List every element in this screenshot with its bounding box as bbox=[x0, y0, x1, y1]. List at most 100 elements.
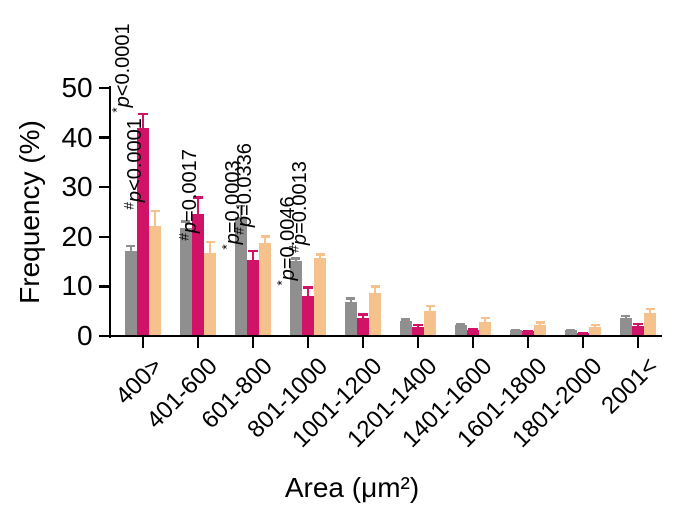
bar-light-orange-series-2001< bbox=[644, 313, 657, 336]
error-bar-crimson-series-801-1000 bbox=[306, 286, 310, 297]
error-bar-gray-series-601-800 bbox=[239, 205, 242, 217]
error-bar-cap-crimson-series-2001< bbox=[633, 323, 643, 326]
bar-gray-series-801-1000 bbox=[289, 261, 302, 336]
error-bar-cap-light-orange-series-1401-1600 bbox=[480, 316, 490, 320]
p-value-annotation: #p=0.0017 bbox=[176, 148, 202, 241]
error-bar-cap-crimson-series-1401-1600 bbox=[468, 328, 478, 331]
x-tick-2001< bbox=[636, 337, 640, 348]
bar-crimson-series-401-600 bbox=[191, 214, 205, 336]
error-bar-cap-gray-series-2001< bbox=[621, 314, 631, 318]
p-value-annotation: *p<0.0001 bbox=[109, 23, 134, 113]
error-bar-cap-light-orange-series-601-800 bbox=[260, 235, 270, 238]
error-bar-cap-light-orange-series-401-600 bbox=[205, 240, 215, 244]
bar-light-orange-series-1401-1600 bbox=[479, 322, 492, 336]
significance-symbol: # bbox=[121, 201, 137, 210]
error-bar-light-orange-series-1401-1600 bbox=[484, 316, 487, 323]
error-bar-cap-gray-series-601-800 bbox=[236, 205, 246, 208]
error-bar-cap-light-orange-series-1601-1800 bbox=[535, 321, 545, 324]
error-bar-cap-light-orange-series-1801-2000 bbox=[590, 323, 600, 326]
significance-symbol: * bbox=[109, 107, 125, 113]
error-bar-cap-crimson-series-601-800 bbox=[248, 249, 258, 253]
x-tick-1801-2000 bbox=[581, 337, 585, 348]
x-tick-801-1000 bbox=[306, 337, 310, 348]
error-bar-gray-series-401-600 bbox=[184, 220, 187, 229]
y-tick-label-30: 30 bbox=[61, 171, 93, 203]
y-tick-20 bbox=[98, 235, 109, 238]
error-bar-cap-crimson-series-400> bbox=[138, 112, 148, 116]
x-axis-title: Area (μm²) bbox=[284, 472, 420, 503]
x-tick-1201-1400 bbox=[416, 337, 420, 348]
significance-symbol: # bbox=[286, 245, 302, 253]
significance-symbol: # bbox=[176, 232, 192, 241]
bar-light-orange-series-1001-1200 bbox=[369, 293, 382, 336]
error-bar-cap-gray-series-801-1000 bbox=[291, 257, 301, 260]
y-tick-label-10: 10 bbox=[61, 270, 93, 302]
bar-gray-series-1801-2000 bbox=[564, 330, 577, 336]
y-tick-10 bbox=[98, 285, 109, 288]
bar-crimson-series-1201-1400 bbox=[411, 327, 425, 336]
significance-symbol: * bbox=[219, 244, 235, 250]
error-bar-cap-light-orange-series-1201-1400 bbox=[425, 304, 435, 308]
error-bar-cap-crimson-series-1001-1200 bbox=[358, 313, 368, 316]
error-bar-light-orange-series-2001< bbox=[649, 307, 652, 314]
bar-crimson-series-801-1000 bbox=[301, 296, 315, 336]
error-bar-cap-gray-series-1001-1200 bbox=[346, 297, 356, 300]
error-bar-gray-series-1001-1200 bbox=[349, 297, 352, 303]
error-bar-cap-gray-series-1801-2000 bbox=[566, 329, 576, 332]
error-bar-cap-light-orange-series-2001< bbox=[645, 307, 655, 311]
bar-crimson-series-2001< bbox=[631, 326, 645, 336]
error-bar-cap-gray-series-401-600 bbox=[181, 220, 191, 223]
bar-gray-series-1201-1400 bbox=[399, 320, 412, 336]
y-tick-50 bbox=[98, 86, 109, 90]
error-bar-cap-gray-series-1201-1400 bbox=[401, 318, 411, 321]
error-bar-cap-crimson-series-1601-1800 bbox=[523, 329, 533, 332]
p-value-annotation: #p=0.0336 bbox=[231, 143, 257, 235]
y-tick-40 bbox=[98, 136, 109, 139]
y-tick-label-50: 50 bbox=[61, 72, 93, 103]
error-bar-cap-crimson-series-401-600 bbox=[193, 196, 203, 199]
x-tick-label-2001<: 2001< bbox=[595, 352, 663, 420]
error-bar-light-orange-series-1001-1200 bbox=[374, 285, 377, 294]
error-bar-light-orange-series-601-800 bbox=[264, 235, 267, 244]
bar-light-orange-series-401-600 bbox=[204, 252, 217, 336]
y-tick-0 bbox=[98, 334, 109, 338]
error-bar-crimson-series-601-800 bbox=[251, 249, 255, 260]
y-tick-label-20: 20 bbox=[61, 220, 93, 252]
bar-crimson-series-1801-2000 bbox=[576, 333, 590, 336]
error-bar-crimson-series-401-600 bbox=[196, 196, 200, 215]
bar-crimson-series-1401-1600 bbox=[466, 330, 480, 336]
bar-gray-series-400> bbox=[124, 250, 137, 336]
significance-symbol: # bbox=[231, 227, 247, 235]
significance-symbol: * bbox=[274, 280, 290, 287]
error-bar-cap-crimson-series-801-1000 bbox=[303, 286, 313, 289]
y-tick-label-0: 0 bbox=[77, 320, 93, 351]
bar-gray-series-601-800 bbox=[234, 216, 247, 336]
bar-light-orange-series-1201-1400 bbox=[424, 311, 437, 336]
bar-light-orange-series-601-800 bbox=[259, 243, 272, 336]
error-bar-gray-series-400> bbox=[129, 244, 132, 251]
error-bar-cap-light-orange-series-801-1000 bbox=[315, 253, 325, 256]
error-bar-cap-light-orange-series-1001-1200 bbox=[370, 285, 380, 288]
x-tick-401-600 bbox=[196, 337, 200, 348]
error-bar-light-orange-series-1201-1400 bbox=[429, 304, 432, 312]
error-bar-cap-gray-series-400> bbox=[126, 244, 136, 248]
error-bar-cap-light-orange-series-400> bbox=[150, 209, 160, 212]
y-tick-30 bbox=[98, 186, 109, 189]
bar-gray-series-1001-1200 bbox=[344, 302, 357, 336]
bar-crimson-series-1601-1800 bbox=[521, 331, 535, 336]
x-tick-400> bbox=[141, 337, 145, 348]
x-tick-1001-1200 bbox=[361, 337, 365, 348]
y-axis-line bbox=[108, 86, 111, 339]
error-bar-cap-crimson-series-1201-1400 bbox=[413, 324, 423, 327]
y-tick-label-40: 40 bbox=[61, 121, 93, 153]
error-bar-cap-crimson-series-1801-2000 bbox=[578, 332, 588, 335]
error-bar-cap-gray-series-1601-1800 bbox=[511, 328, 521, 331]
bar-crimson-series-1001-1200 bbox=[356, 317, 370, 336]
bar-light-orange-series-801-1000 bbox=[314, 257, 327, 336]
error-bar-light-orange-series-401-600 bbox=[209, 240, 212, 253]
bar-light-orange-series-1801-2000 bbox=[589, 326, 602, 336]
x-axis-line bbox=[108, 335, 662, 338]
error-bar-light-orange-series-400> bbox=[154, 209, 157, 226]
bar-gray-series-401-600 bbox=[179, 228, 192, 336]
